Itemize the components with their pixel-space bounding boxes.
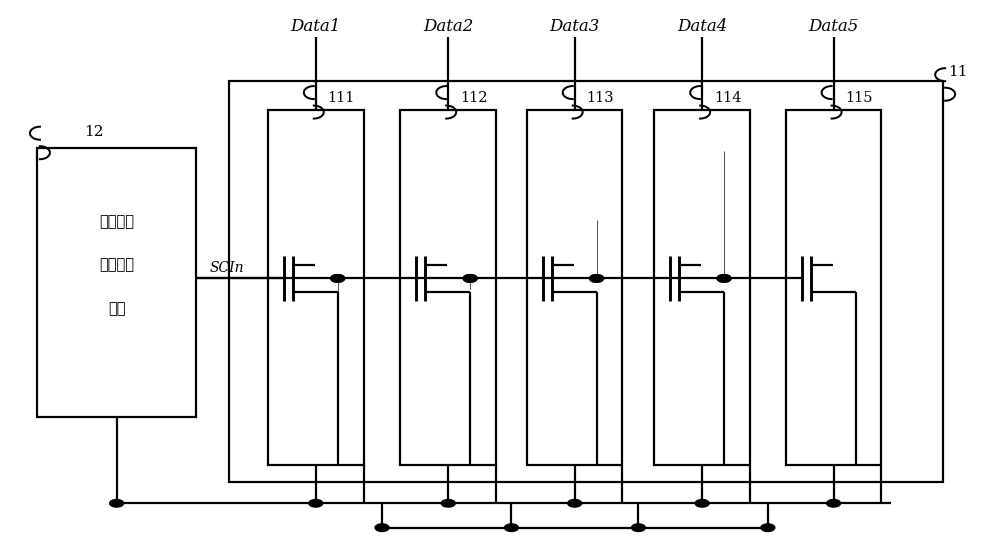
- Circle shape: [110, 500, 124, 507]
- Text: 12: 12: [84, 124, 103, 139]
- Text: SCIn: SCIn: [209, 260, 244, 275]
- Text: 114: 114: [714, 91, 742, 105]
- Bar: [527, 110, 622, 465]
- Text: Data1: Data1: [291, 17, 341, 34]
- Text: Data5: Data5: [808, 17, 859, 34]
- Circle shape: [463, 275, 477, 282]
- Circle shape: [631, 524, 645, 531]
- Bar: [229, 81, 943, 482]
- Text: 单元: 单元: [108, 301, 125, 316]
- Circle shape: [463, 275, 477, 282]
- Bar: [786, 110, 881, 465]
- Text: Data2: Data2: [423, 17, 473, 34]
- Text: 信号生成: 信号生成: [99, 257, 134, 272]
- Text: 111: 111: [328, 91, 355, 105]
- Circle shape: [309, 500, 323, 507]
- Circle shape: [441, 500, 455, 507]
- Circle shape: [331, 275, 345, 282]
- Bar: [268, 110, 364, 465]
- Text: 11: 11: [948, 65, 968, 79]
- Text: 112: 112: [460, 91, 488, 105]
- Circle shape: [761, 524, 775, 531]
- Bar: [654, 110, 750, 465]
- Text: 113: 113: [587, 91, 614, 105]
- Text: Data4: Data4: [677, 17, 727, 34]
- Circle shape: [590, 275, 604, 282]
- Circle shape: [827, 500, 841, 507]
- Circle shape: [590, 275, 604, 282]
- Circle shape: [331, 275, 345, 282]
- Circle shape: [695, 500, 709, 507]
- Circle shape: [375, 524, 389, 531]
- Circle shape: [717, 275, 731, 282]
- Bar: [37, 149, 196, 417]
- Bar: [400, 110, 496, 465]
- Circle shape: [568, 500, 582, 507]
- Text: 开关控制: 开关控制: [99, 214, 134, 229]
- Text: Data3: Data3: [550, 17, 600, 34]
- Text: 115: 115: [846, 91, 873, 105]
- Circle shape: [504, 524, 518, 531]
- Circle shape: [717, 275, 731, 282]
